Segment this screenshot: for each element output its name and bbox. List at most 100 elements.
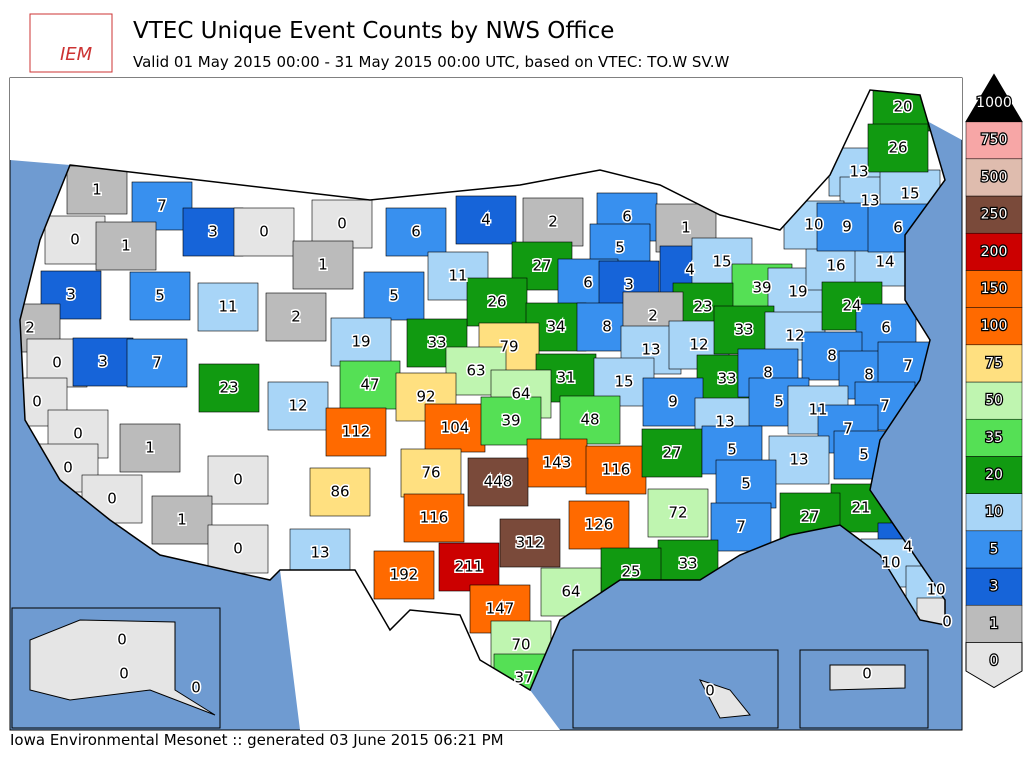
legend-label: 75 xyxy=(985,355,1003,371)
office-count: 48 xyxy=(580,411,599,429)
office-area xyxy=(95,221,157,271)
puerto-rico xyxy=(829,664,906,691)
office-count: 3 xyxy=(98,353,108,371)
office-area xyxy=(339,360,401,410)
office-count: 2 xyxy=(291,308,301,326)
office-area xyxy=(400,448,462,498)
mexico xyxy=(280,570,560,730)
office-count: 0 xyxy=(63,459,73,477)
office-count: 47 xyxy=(360,376,379,394)
legend-label: 5 xyxy=(990,541,999,557)
office-count: 5 xyxy=(741,475,751,493)
office-area xyxy=(292,240,354,290)
office-count: 11 xyxy=(448,267,467,285)
office-count: 0 xyxy=(119,665,129,683)
office-count: 312 xyxy=(516,534,545,552)
office-count: 8 xyxy=(827,347,837,365)
office-area xyxy=(499,518,561,568)
office-count: 6 xyxy=(583,274,593,292)
office-area xyxy=(44,215,106,265)
legend-label: 250 xyxy=(981,207,1008,223)
office-area xyxy=(568,500,630,550)
office-count: 26 xyxy=(487,293,506,311)
office-count: 147 xyxy=(486,600,515,618)
office-count: 13 xyxy=(310,544,329,562)
office-count: 448 xyxy=(484,473,513,491)
office-count: 8 xyxy=(864,366,874,384)
office-count: 3 xyxy=(624,276,634,294)
office-count: 4 xyxy=(685,261,695,279)
office-count: 13 xyxy=(860,192,879,210)
office-area xyxy=(466,277,528,327)
office-count: 26 xyxy=(888,139,907,157)
office-count: 4 xyxy=(903,538,913,556)
office-count: 39 xyxy=(752,279,771,297)
office-area xyxy=(267,381,329,431)
office-count: 15 xyxy=(614,373,633,391)
office-count: 1 xyxy=(145,439,155,457)
office-area xyxy=(129,271,191,321)
office-count: 3 xyxy=(66,286,76,304)
office-count: 1 xyxy=(121,237,131,255)
office-count: 37 xyxy=(514,669,533,687)
office-count: 5 xyxy=(859,446,869,464)
office-area xyxy=(467,457,529,507)
office-count: 6 xyxy=(893,219,903,237)
office-count: 27 xyxy=(662,444,681,462)
office-count: 0 xyxy=(70,231,80,249)
legend-label: 500 xyxy=(981,169,1008,185)
office-area xyxy=(710,502,772,552)
office-count: 64 xyxy=(511,385,530,403)
title: VTEC Unique Event Counts by NWS Office xyxy=(133,18,614,44)
office-area xyxy=(641,428,703,478)
office-area xyxy=(66,165,128,215)
office-count: 0 xyxy=(107,490,117,508)
office-count: 0 xyxy=(52,354,62,372)
office-count: 13 xyxy=(789,451,808,469)
office-count: 86 xyxy=(330,483,349,501)
office-count: 79 xyxy=(499,338,518,356)
office-count: 3 xyxy=(208,223,218,241)
office-count: 0 xyxy=(259,223,269,241)
office-count: 33 xyxy=(717,370,736,388)
office-area xyxy=(207,524,269,574)
office-area xyxy=(20,377,68,427)
legend-swatch xyxy=(965,381,1023,420)
legend-swatch xyxy=(965,121,1023,160)
legend-label: 10 xyxy=(985,504,1003,520)
office-count: 11 xyxy=(218,298,237,316)
legend-label: 50 xyxy=(985,393,1003,409)
legend-arrow-top xyxy=(965,73,1023,123)
office-area xyxy=(363,271,425,321)
office-count: 21 xyxy=(851,499,870,517)
office-count: 6 xyxy=(411,223,421,241)
office-count: 12 xyxy=(785,327,804,345)
office-area xyxy=(647,488,709,538)
office-count: 64 xyxy=(561,583,580,601)
legend-label: 35 xyxy=(985,430,1003,446)
office-count: 27 xyxy=(800,508,819,526)
office-count: 25 xyxy=(621,563,640,581)
office-area xyxy=(182,207,244,257)
office-count: 6 xyxy=(622,208,632,226)
legend-swatch xyxy=(965,307,1023,346)
conus-outline xyxy=(19,89,946,692)
office-area xyxy=(713,305,775,355)
office-count: 0 xyxy=(117,631,127,649)
office-count: 13 xyxy=(849,163,868,181)
office-area xyxy=(438,542,500,592)
office-count: 12 xyxy=(288,397,307,415)
legend-swatch xyxy=(965,344,1023,383)
office-count: 8 xyxy=(602,318,612,336)
office-area xyxy=(289,528,351,578)
office-area xyxy=(480,396,542,446)
office-count: 23 xyxy=(219,379,238,397)
office-area xyxy=(126,338,188,388)
office-count: 12 xyxy=(689,336,708,354)
office-count: 92 xyxy=(416,388,435,406)
legend-swatch xyxy=(965,158,1023,197)
office-count: 2 xyxy=(548,213,558,231)
office-area xyxy=(816,202,878,252)
office-area xyxy=(373,550,435,600)
